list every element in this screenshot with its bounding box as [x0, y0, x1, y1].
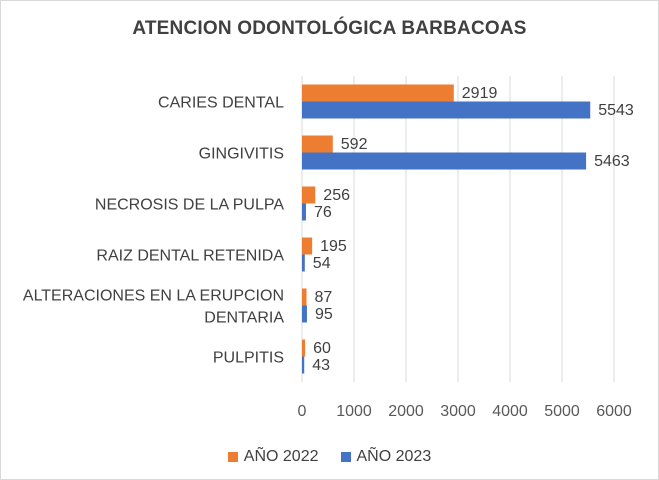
data-label-2023-5: 43: [312, 357, 330, 374]
chart-title: ATENCION ODONTOLÓGICA BARBACOAS: [132, 18, 527, 39]
bar-2022-3: [302, 237, 313, 255]
category-label-5: PULPITIS: [213, 350, 284, 367]
bar-2022-0: [302, 84, 454, 102]
data-label-2023-3: 54: [313, 255, 331, 272]
category-label-3: RAIZ DENTAL RETENIDA: [96, 248, 284, 265]
data-label-2022-3: 195: [320, 238, 347, 255]
bar-2022-1: [302, 135, 333, 153]
bar-2022-2: [302, 186, 316, 204]
category-label-4-line1: DENTARIA: [204, 310, 284, 327]
legend-label-2023: AÑO 2023: [356, 448, 432, 465]
legend-swatch-2022: [227, 452, 238, 462]
data-label-2022-0: 2919: [462, 85, 498, 102]
category-label-1: GINGIVITIS: [199, 146, 284, 163]
x-tick-label-6000: 6000: [596, 403, 632, 420]
bar-2023-5: [302, 356, 305, 374]
bar-2023-4: [302, 305, 307, 323]
category-label-0: CARIES DENTAL: [158, 95, 284, 112]
bar-2023-3: [302, 254, 305, 272]
x-tick-label-4000: 4000: [492, 403, 528, 420]
category-label-2: NECROSIS DE LA PULPA: [95, 197, 284, 214]
bar-2023-2: [302, 203, 306, 221]
x-tick-label-5000: 5000: [544, 403, 580, 420]
legend: AÑO 2022 AÑO 2023: [0, 448, 659, 466]
bar-2023-1: [302, 152, 587, 170]
x-tick-label-2000: 2000: [388, 403, 424, 420]
data-label-2022-5: 60: [313, 340, 331, 357]
data-label-2023-2: 76: [314, 204, 332, 221]
data-label-2022-1: 592: [341, 136, 368, 153]
data-label-2023-1: 5463: [594, 153, 630, 170]
data-label-2023-4: 95: [315, 306, 333, 323]
x-tick-label-1000: 1000: [336, 403, 372, 420]
legend-swatch-2023: [340, 452, 351, 462]
legend-item-2022: AÑO 2022: [227, 448, 319, 466]
bar-2022-4: [302, 288, 307, 306]
x-tick-label-3000: 3000: [440, 403, 476, 420]
data-label-2023-0: 5543: [598, 102, 634, 119]
legend-label-2022: AÑO 2022: [243, 448, 319, 465]
data-label-2022-2: 256: [323, 187, 350, 204]
category-label-4-line0: ALTERACIONES EN LA ERUPCION: [23, 288, 284, 305]
bar-2023-0: [302, 101, 591, 119]
x-tick-label-0: 0: [298, 403, 307, 420]
bar-2022-5: [302, 339, 306, 357]
data-label-2022-4: 87: [315, 289, 333, 306]
legend-item-2023: AÑO 2023: [340, 448, 432, 466]
